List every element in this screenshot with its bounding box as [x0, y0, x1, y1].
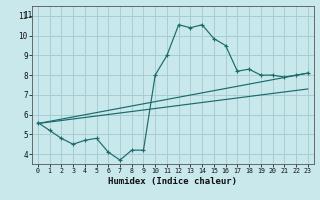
X-axis label: Humidex (Indice chaleur): Humidex (Indice chaleur) [108, 177, 237, 186]
Text: 11: 11 [23, 11, 32, 20]
